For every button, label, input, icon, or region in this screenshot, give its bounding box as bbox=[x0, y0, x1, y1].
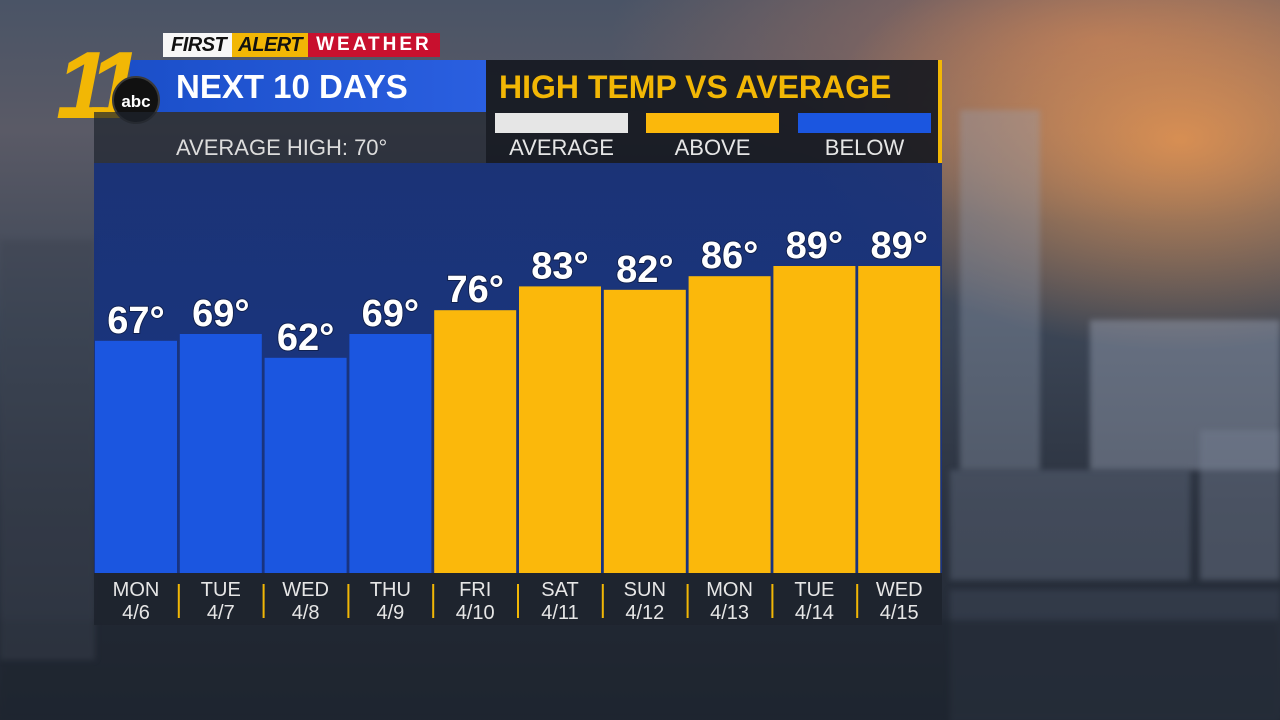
page-title: NEXT 10 DAYS bbox=[176, 68, 408, 105]
legend-panel bbox=[486, 60, 942, 163]
x-tick-date: 4/14 bbox=[795, 602, 834, 624]
average-high-label: AVERAGE HIGH: 70° bbox=[176, 135, 388, 160]
bar-sun-4-12 bbox=[603, 289, 686, 573]
bar-sat-4-11 bbox=[519, 286, 601, 573]
x-tick-day: MON bbox=[113, 579, 160, 601]
data-label: 82° bbox=[616, 249, 673, 291]
x-tick-separator bbox=[601, 584, 604, 618]
data-label: 89° bbox=[870, 225, 927, 267]
data-label: 67° bbox=[107, 300, 164, 342]
data-label: 83° bbox=[531, 245, 588, 287]
data-label: 89° bbox=[786, 225, 843, 267]
x-tick-date: 4/15 bbox=[880, 602, 919, 624]
brand-alert: ALERT bbox=[232, 33, 309, 57]
x-tick-day: TUE bbox=[201, 579, 241, 601]
x-tick-day: WED bbox=[876, 579, 923, 601]
bar-tue-4-7 bbox=[179, 334, 262, 573]
x-tick-separator bbox=[177, 584, 180, 618]
x-tick-separator bbox=[262, 584, 265, 618]
x-tick-date: 4/6 bbox=[122, 602, 150, 624]
bar-thu-4-9 bbox=[349, 334, 432, 573]
x-tick-date: 4/8 bbox=[292, 602, 320, 624]
brand-weather: WEATHER bbox=[308, 33, 440, 57]
x-tick-day: WED bbox=[282, 579, 329, 601]
x-tick-date: 4/11 bbox=[541, 602, 578, 624]
bar-mon-4-6 bbox=[95, 340, 177, 573]
bar-wed-4-15 bbox=[858, 266, 941, 573]
x-tick-separator bbox=[517, 584, 519, 618]
average-high-strip bbox=[94, 112, 486, 163]
brand-first: FIRST bbox=[163, 33, 233, 57]
first-alert-weather-logo: FIRST ALERT WEATHER bbox=[163, 33, 440, 57]
title-bar bbox=[130, 60, 486, 112]
x-tick-day: THU bbox=[370, 579, 411, 601]
legend-label-average: AVERAGE bbox=[509, 135, 614, 160]
x-tick-date: 4/10 bbox=[456, 602, 495, 624]
legend-swatch-average bbox=[495, 113, 628, 133]
background-building bbox=[950, 470, 1190, 580]
x-tick-separator bbox=[856, 584, 859, 618]
legend-swatch-below bbox=[798, 113, 931, 133]
data-label: 69° bbox=[192, 293, 249, 335]
x-tick-date: 4/9 bbox=[376, 602, 404, 624]
legend-swatch-above bbox=[646, 113, 779, 133]
bar-mon-4-13 bbox=[688, 276, 771, 573]
x-tick-day: MON bbox=[706, 579, 753, 601]
background-building bbox=[0, 240, 95, 660]
x-tick-day: FRI bbox=[459, 579, 491, 601]
legend-title: HIGH TEMP VS AVERAGE bbox=[499, 69, 892, 105]
bar-tue-4-14 bbox=[773, 266, 856, 573]
x-tick-day: SUN bbox=[624, 579, 666, 601]
background-building bbox=[1200, 430, 1280, 580]
background-tower bbox=[960, 110, 1040, 470]
x-tick-separator bbox=[771, 584, 774, 618]
legend-label-above: ABOVE bbox=[674, 135, 751, 160]
background-street bbox=[0, 620, 1280, 720]
x-tick-date: 4/7 bbox=[207, 602, 235, 624]
x-tick-date: 4/12 bbox=[625, 602, 664, 624]
x-tick-day: TUE bbox=[794, 579, 834, 601]
x-tick-day: SAT bbox=[541, 579, 578, 601]
bar-fri-4-10 bbox=[434, 310, 517, 573]
x-tick-date: 4/13 bbox=[710, 602, 749, 624]
legend-label-below: BELOW bbox=[824, 135, 905, 160]
x-tick-separator bbox=[432, 584, 435, 618]
data-label: 86° bbox=[701, 235, 758, 277]
x-tick-separator bbox=[686, 584, 689, 618]
x-tick-separator bbox=[347, 584, 350, 618]
data-label: 62° bbox=[277, 317, 334, 359]
data-label: 69° bbox=[362, 293, 419, 335]
data-label: 76° bbox=[446, 269, 503, 311]
bar-wed-4-8 bbox=[264, 357, 347, 573]
background-building bbox=[1090, 320, 1280, 470]
